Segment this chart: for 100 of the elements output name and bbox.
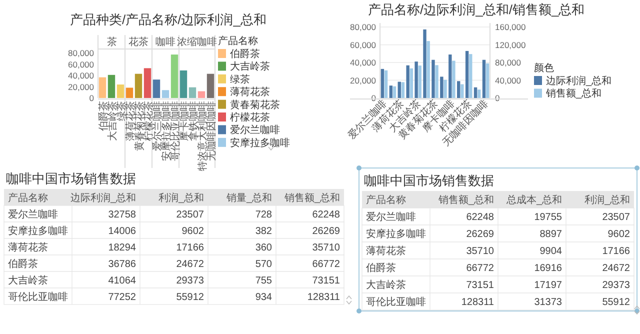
data-label: 35710 [466, 246, 494, 257]
data-label: 36786 [108, 258, 136, 270]
y-tick-label: 60,000 [68, 59, 94, 70]
data-label: 19755 [534, 212, 562, 223]
chart-title: 产品种类/产品名称/边际利润_总和 [70, 12, 266, 27]
y-tick-label: 40,000 [68, 70, 94, 80]
legend-title: 颜色 [534, 62, 554, 74]
category-label: 爱尔兰咖啡 [8, 208, 58, 220]
data-label: 66772 [466, 263, 494, 274]
y-tick-label: 40,000 [350, 58, 376, 68]
data-label: 24672 [176, 258, 204, 270]
data-label: 17166 [602, 246, 630, 257]
data-label: 29373 [602, 280, 630, 291]
category-label: 伯爵茶 [230, 49, 260, 60]
text: 利润_总和 [158, 192, 204, 204]
data-label: 17197 [534, 280, 562, 291]
category-label: 安摩拉多咖啡 [8, 224, 68, 237]
data-label: 32758 [108, 209, 136, 220]
data-label: 728 [255, 209, 272, 220]
text: 咖啡中国市场销售数据 [6, 171, 136, 186]
legend-label: 销售额_总和 [545, 88, 602, 100]
data-label: 360 [255, 242, 272, 254]
data-label: 14006 [108, 226, 136, 237]
data-label: 128311 [307, 292, 340, 303]
data-label: 9904 [540, 246, 562, 257]
data-label: 17166 [176, 242, 204, 254]
category-label: 哥伦比亚咖啡 [8, 290, 68, 303]
y-tick-label: 80,000 [68, 48, 94, 58]
data-label: 755 [255, 275, 272, 286]
series-label: 边际利润_总和 [70, 192, 136, 204]
data-label: 35710 [312, 242, 340, 254]
category-label: 薄荷花茶 [230, 87, 270, 98]
data-label: 8897 [540, 229, 562, 240]
data-label: 23507 [602, 212, 630, 223]
x-tick-label: 特浓意大利咖啡 [196, 101, 208, 171]
category-label: 大吉岭茶 [8, 274, 48, 286]
x-tick-label: 无咖啡因咖啡 [206, 101, 218, 161]
data-label: 382 [255, 226, 272, 237]
y2-tick-label: 40,000 [495, 75, 522, 86]
x-tick-label: 安摩拉多咖啡 [160, 101, 172, 161]
data-label: 66772 [312, 258, 340, 270]
data-label: 18294 [108, 242, 136, 254]
text: 销售额_总和 [283, 192, 340, 204]
y2-tick-label: 120,000 [495, 40, 526, 50]
category-label: 伯爵茶 [366, 262, 396, 274]
data-label: 9602 [608, 229, 630, 240]
legend-label: 边际利润_总和 [546, 75, 612, 87]
data-label: 934 [255, 292, 272, 303]
y2-tick-label: 160,000 [495, 22, 526, 32]
data-label: 128311 [461, 297, 494, 308]
data-label: 55912 [602, 297, 630, 308]
data-label: 24672 [602, 263, 630, 274]
text: 茶 [106, 36, 117, 48]
y-tick-label: 20,000 [350, 75, 376, 86]
data-label: 26269 [312, 226, 340, 237]
text: 销量_总和 [225, 192, 272, 204]
data-label: 73151 [466, 280, 494, 291]
text: 咖啡 [156, 36, 176, 48]
y-tick-label: 20,000 [68, 82, 94, 92]
text: 产品名称 [8, 192, 48, 204]
x-tick-label: 薄荷花茶 [124, 101, 136, 141]
x-tick-label: 摩卡咖啡 [178, 101, 190, 141]
category-label: 薄荷花茶 [8, 241, 48, 254]
y-tick-label: 80,000 [350, 22, 376, 32]
y-tick-label: 0 [89, 93, 94, 103]
data-label: 77252 [108, 292, 136, 303]
y-tick-label: 60,000 [350, 40, 376, 50]
x-tick-label: 大吉岭茶 [106, 101, 118, 141]
data-label: 73151 [312, 275, 340, 286]
data-label: 31373 [534, 297, 562, 308]
x-tick-label: 伯爵茶 [98, 101, 110, 131]
category-label: 爱尔兰咖啡 [366, 211, 416, 223]
data-label: 26269 [466, 229, 494, 240]
data-label: 23507 [176, 209, 204, 220]
category-label: 安摩拉多咖啡 [366, 228, 426, 240]
series-label: 销售额_总和 [437, 194, 494, 206]
text: 利润_总和 [584, 194, 630, 206]
data-label: 16916 [534, 263, 562, 274]
data-label: 62248 [312, 209, 340, 220]
x-tick-label: 拿铁咖啡 [188, 101, 200, 141]
data-label: 9602 [182, 226, 204, 237]
data-label: 29373 [176, 275, 204, 286]
text: 浓缩咖啡 [177, 36, 217, 48]
category-label: 哥伦比亚咖啡 [366, 296, 426, 308]
legend-title: 产品名称 [218, 35, 258, 47]
x-tick-label: 黄春菊花茶 [134, 101, 146, 151]
category-label: 薄荷花茶 [366, 245, 406, 257]
y2-tick-label: 80,000 [495, 58, 522, 68]
text: 产品名称 [366, 194, 406, 206]
data-label: 55912 [176, 292, 204, 303]
text: 花茶 [128, 36, 148, 48]
text: 总成本_总和 [505, 194, 562, 206]
category-label: 大吉岭茶 [230, 62, 270, 73]
chart-title: 产品名称/边际利润_总和/销售额_总和 [368, 2, 585, 17]
category-label: 伯爵茶 [8, 258, 38, 270]
category-label: 大吉岭茶 [366, 279, 406, 291]
x-tick-label: 绿茶 [116, 101, 128, 121]
data-label: 570 [255, 258, 272, 270]
data-label: 62248 [466, 212, 494, 223]
text: 咖啡中国市场销售数据 [364, 173, 494, 188]
